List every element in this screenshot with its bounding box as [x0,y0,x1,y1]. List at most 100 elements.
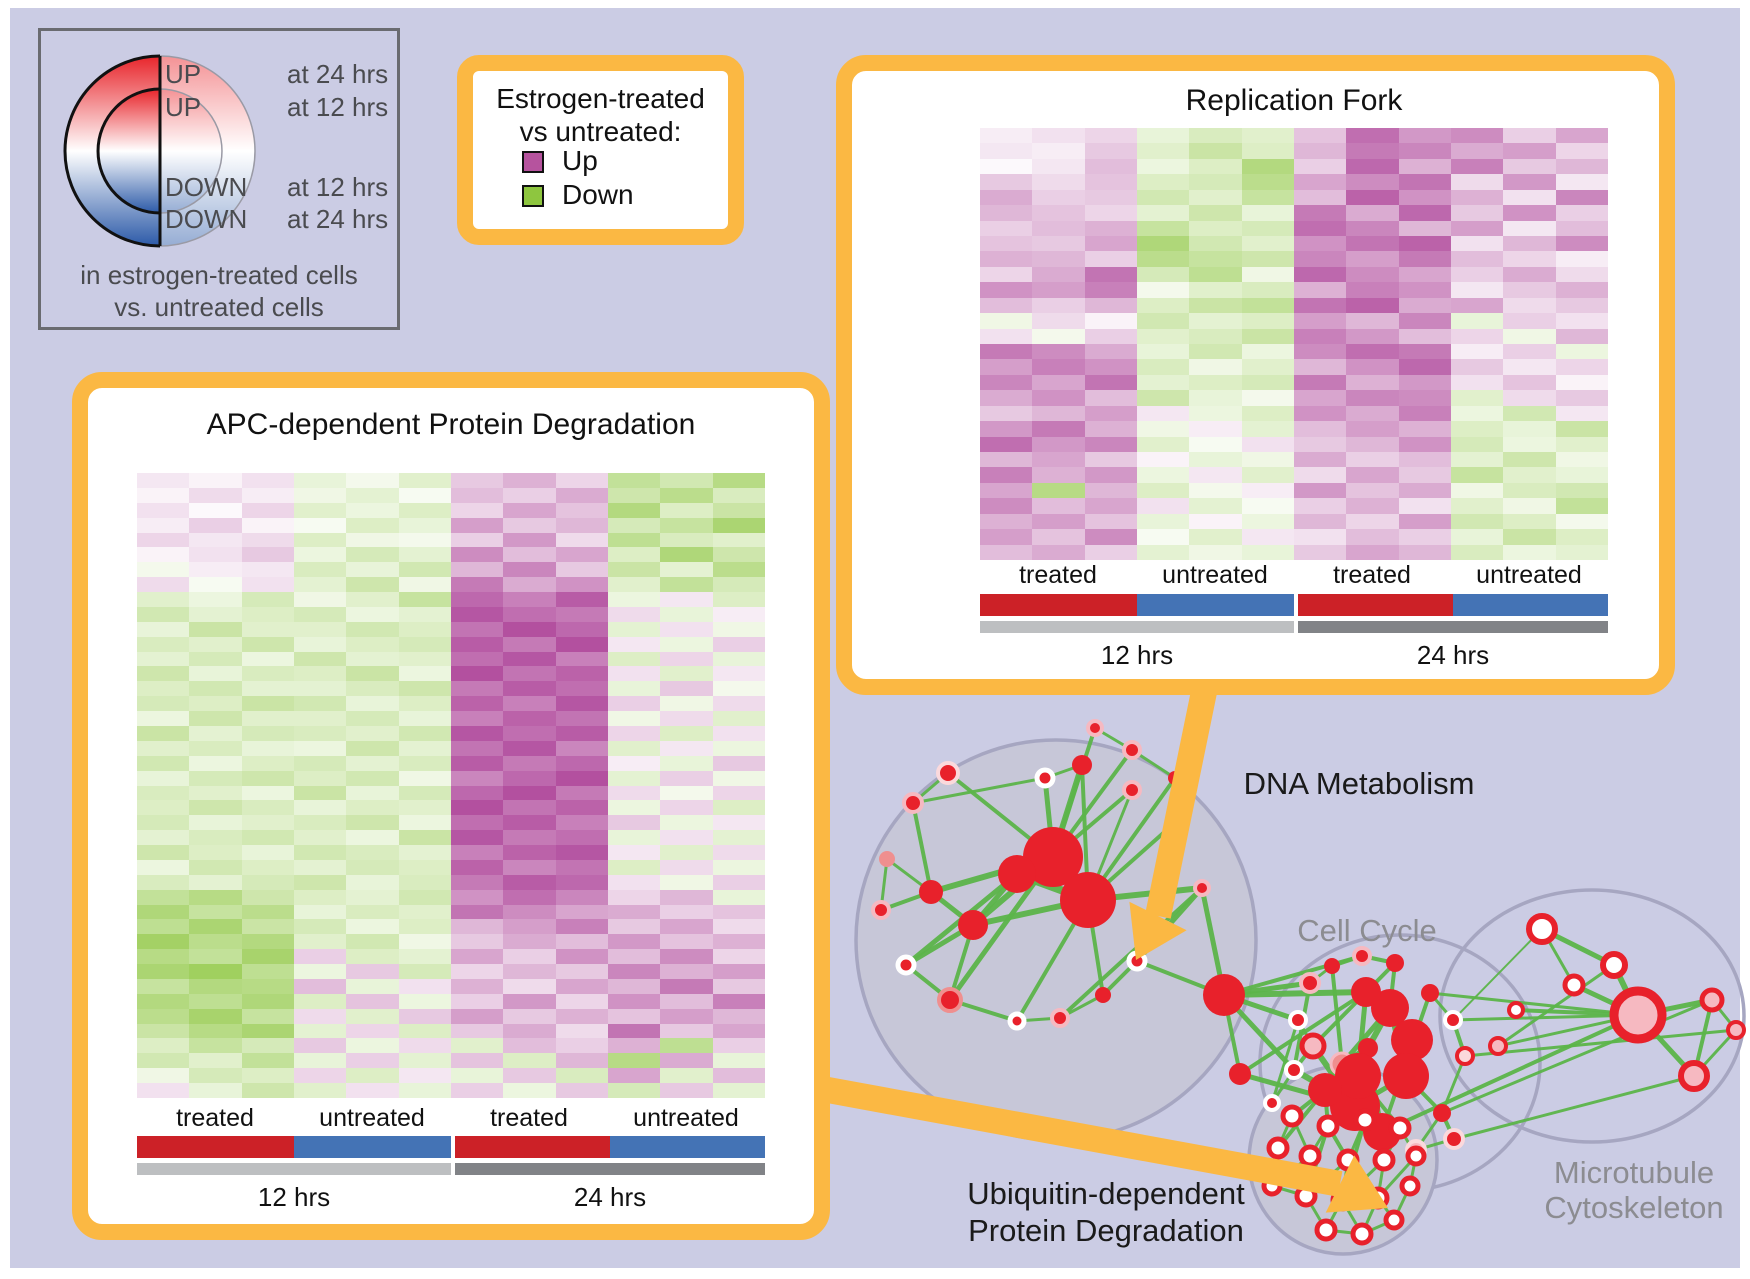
heatmap-cell [607,755,661,771]
heatmap-cell [1555,266,1608,283]
heatmap-cell [1398,421,1451,437]
heatmap-cell [712,621,765,637]
heatmap-cell [189,473,242,488]
heatmap-cell [1084,220,1137,236]
heatmap-cell [555,874,608,890]
heatmap-cell [450,696,504,712]
heatmap-cell [660,532,713,548]
heatmap-cell [1032,529,1085,545]
heatmap-cell [555,592,608,607]
heatmap-cell [555,532,608,548]
heatmap-cell [1084,405,1137,422]
heatmap-cell [450,770,504,786]
heatmap-cell [980,128,1033,144]
heatmap-cell [346,725,399,741]
network-edge [1440,998,1714,1115]
heatmap-cell [398,993,451,1009]
heatmap-cell [450,993,504,1009]
heatmap-cell [1293,266,1347,283]
heatmap-cell [555,696,608,712]
heatmap-cell [137,815,190,831]
heatmap-cell [1503,421,1556,437]
heatmap-cell [1346,436,1399,452]
heatmap-cell [450,755,504,771]
heatmap-cell [241,904,294,920]
heatmap-cell [189,681,242,697]
heatmap-cell [293,934,347,950]
heatmap-cell [555,725,608,741]
heatmap-cell [189,1008,242,1024]
heatmap-cell [1136,251,1190,267]
heatmap-cell [1032,282,1085,298]
heatmap-cell [660,978,713,994]
heatmap-cell [241,859,294,875]
heatmap-cell [241,755,294,771]
heatmap-cell [607,547,661,563]
heatmap-cell [1241,266,1294,283]
heatmap-cell [503,577,556,593]
heatmap-cell [1189,359,1242,375]
heatmap-cell [398,1008,451,1024]
rf-untreated-bar-12h [1137,594,1294,616]
heatmap-cell [607,874,661,890]
heatmap-cell [241,993,294,1009]
heatmap-cell [607,502,661,518]
heatmap-cell [607,800,661,816]
heatmap-cell [189,577,242,593]
cluster-microtubule [1438,888,1746,1144]
heatmap-cell [1136,544,1190,560]
heatmap-cell [450,1038,504,1054]
heatmap-cell [1503,344,1556,360]
heatmap-cell [293,1023,347,1039]
heatmap-cell [555,502,608,518]
heatmap-cell [660,651,713,667]
replication-fork-heatmap [980,128,1608,560]
heatmap-cell [293,949,347,965]
heatmap-cell [346,517,399,533]
heatmap-cell [980,390,1033,406]
network-node [1433,1104,1451,1122]
heatmap-cell [1293,158,1347,175]
heatmap-cell [660,487,713,503]
heatmap-cell [1450,544,1504,560]
heatmap-cell [555,934,608,950]
heatmap-cell [1450,498,1504,514]
heatmap-cell [1503,251,1556,267]
heatmap-cell [1398,405,1451,422]
heatmap-cell [137,562,190,578]
network-node [1350,1222,1374,1246]
heatmap-cell [1293,128,1347,144]
heatmap-cell [1189,436,1242,452]
heatmap-cell [1503,544,1556,560]
heatmap-cell [503,592,556,607]
heatmap-cell [346,949,399,965]
heatmap-cell [1136,421,1190,437]
network-node [1352,946,1372,966]
heatmap-cell [241,473,294,488]
heatmap-cell [1084,282,1137,298]
heatmap-cell [241,949,294,965]
heatmap-cell [137,681,190,697]
network-node [1072,755,1092,775]
heatmap-cell [398,1038,451,1054]
heatmap-cell [1555,452,1608,468]
heatmap-cell [1293,313,1347,329]
heatmap-cell [1293,405,1347,422]
heatmap-cell [503,978,556,994]
heatmap-cell [346,651,399,667]
heatmap-cell [1398,158,1451,175]
heatmap-cell [555,949,608,965]
heatmap-cell [1241,436,1294,452]
cluster-label-microtubule-line2: Cytoskeleton [1544,1190,1724,1225]
network-node [1288,1010,1308,1030]
heatmap-cell [1555,529,1608,545]
apc-degradation-heatmap [137,473,765,1098]
heatmap-cell [1032,128,1085,144]
heatmap-cell [241,577,294,593]
heatmap-cell [346,711,399,726]
heatmap-cell [503,517,556,533]
heatmap-cell [660,889,713,905]
network-node [1284,1060,1304,1080]
network-node [1193,879,1211,897]
